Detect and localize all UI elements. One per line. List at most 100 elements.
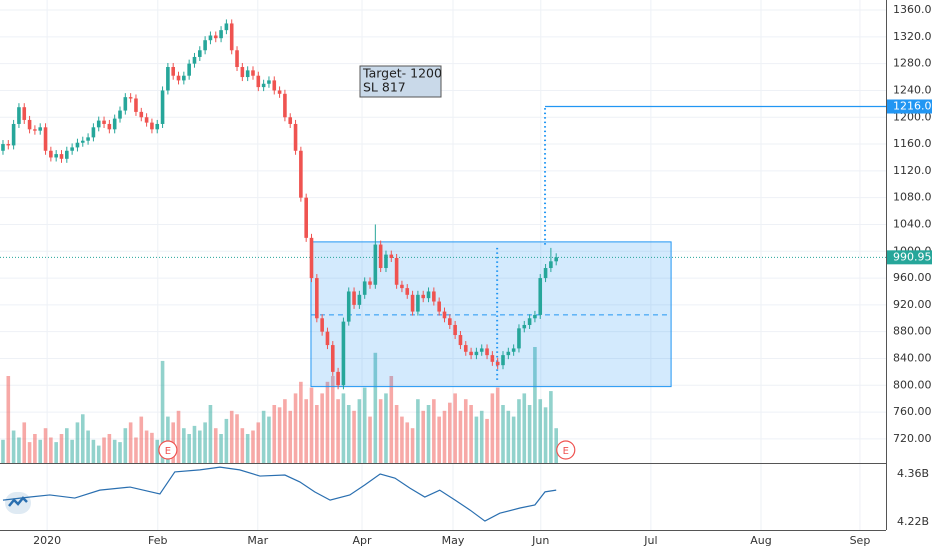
y-tick-label: 800.00 xyxy=(893,378,932,391)
candle-body xyxy=(453,324,457,336)
y-tick-label: 1240.00 xyxy=(893,83,932,96)
volume-bar xyxy=(38,439,43,463)
y-tick-label: 920.00 xyxy=(893,298,932,311)
indicator-tick-label: 4.36B xyxy=(897,467,929,480)
candle-body xyxy=(437,301,441,312)
volume-bar xyxy=(373,352,378,463)
volume-bar xyxy=(453,393,457,463)
volume-bar xyxy=(405,422,410,463)
candle-body xyxy=(251,70,255,76)
volume-bar xyxy=(463,399,468,463)
candle-body xyxy=(527,318,532,325)
candle-body xyxy=(261,83,266,88)
candle-body xyxy=(208,35,213,41)
candle-body xyxy=(533,314,537,319)
last-price-label: 990.95 xyxy=(893,250,932,263)
volume-bar xyxy=(336,399,340,463)
candle-body xyxy=(240,67,245,78)
volume-bar xyxy=(549,391,553,463)
candle-body xyxy=(362,281,367,295)
volume-bar xyxy=(118,442,122,463)
volume-bar xyxy=(304,399,308,463)
candle-body xyxy=(75,142,80,148)
candle-body xyxy=(267,80,271,84)
volume-bar xyxy=(426,405,431,463)
candle-body xyxy=(144,117,149,123)
candle-body xyxy=(416,294,420,312)
candle-body xyxy=(224,23,229,31)
last-price-tag xyxy=(887,250,932,265)
y-tick-label: 840.00 xyxy=(893,351,932,364)
event-marker xyxy=(158,440,178,460)
volume-bar xyxy=(288,410,293,463)
y-tick-label: 1360.00 xyxy=(893,3,932,16)
candle-body xyxy=(299,150,303,198)
x-tick-label: Feb xyxy=(148,534,167,547)
candle-body xyxy=(256,75,261,88)
volume-bar xyxy=(11,430,16,463)
volume-bar xyxy=(315,405,319,463)
volume-bar xyxy=(70,439,74,463)
candle-body xyxy=(357,294,362,305)
candle-body xyxy=(554,257,558,262)
candle-body xyxy=(123,97,128,111)
volume-bar xyxy=(229,410,234,463)
candle-body xyxy=(538,278,543,315)
candle-body xyxy=(309,237,314,279)
volume-bar xyxy=(479,410,484,463)
candle-body xyxy=(22,107,27,120)
volume-bar xyxy=(6,376,11,463)
volume-bar xyxy=(299,381,303,463)
candle-body xyxy=(549,261,553,269)
candle-body xyxy=(272,80,277,91)
volume-bar xyxy=(416,399,420,463)
volume-bar xyxy=(421,410,426,463)
candle-body xyxy=(203,40,207,51)
volume-bar xyxy=(155,439,160,463)
candle-body xyxy=(341,321,346,386)
volume-bar xyxy=(448,402,452,463)
volume-bar xyxy=(330,376,335,463)
logo[interactable] xyxy=(5,492,31,514)
target-price-tag xyxy=(887,99,932,114)
volume-bar xyxy=(245,434,250,463)
volume-bar xyxy=(256,422,261,463)
candle-body xyxy=(54,154,58,158)
candle-body xyxy=(517,328,521,349)
logo-mark xyxy=(8,496,28,507)
candle-body xyxy=(43,127,48,151)
volume-bar xyxy=(511,416,516,463)
y-tick-label: 1120.00 xyxy=(893,164,932,177)
note-box[interactable]: Target- 1200 SL 817 xyxy=(359,65,442,98)
candle-body xyxy=(394,257,399,285)
y-tick-label: 1160.00 xyxy=(893,137,932,150)
candle-body xyxy=(283,93,287,118)
y-tick-label: 760.00 xyxy=(893,405,932,418)
volume-bar xyxy=(283,399,287,463)
x-tick-label: Sep xyxy=(850,534,871,547)
volume-bar xyxy=(458,410,463,463)
candle-body xyxy=(139,111,144,118)
volume-bar xyxy=(277,407,282,463)
candle-body xyxy=(134,98,138,112)
volume-bar xyxy=(176,410,181,463)
indicator-line xyxy=(2,466,557,522)
candle-body xyxy=(543,268,548,279)
volume-bar xyxy=(384,393,388,463)
volume-bar xyxy=(160,360,165,463)
volume-bar xyxy=(91,439,96,463)
volume-bar xyxy=(208,405,213,463)
axis-labels: 720.00 760.00 800.00 840.00 880.00 920.00 960.… xyxy=(33,3,932,547)
candle-body xyxy=(469,351,473,356)
volume-bar xyxy=(272,405,277,463)
volume-bar xyxy=(325,381,330,463)
candle-body xyxy=(150,122,154,130)
volume-bar xyxy=(501,405,505,463)
candle-body xyxy=(405,288,410,295)
volume-bar xyxy=(197,430,202,463)
candle-body xyxy=(11,123,16,146)
volume-bar xyxy=(240,428,245,463)
volume-bar xyxy=(261,410,266,463)
volume-bar xyxy=(543,407,548,463)
volume-bar xyxy=(22,422,27,463)
